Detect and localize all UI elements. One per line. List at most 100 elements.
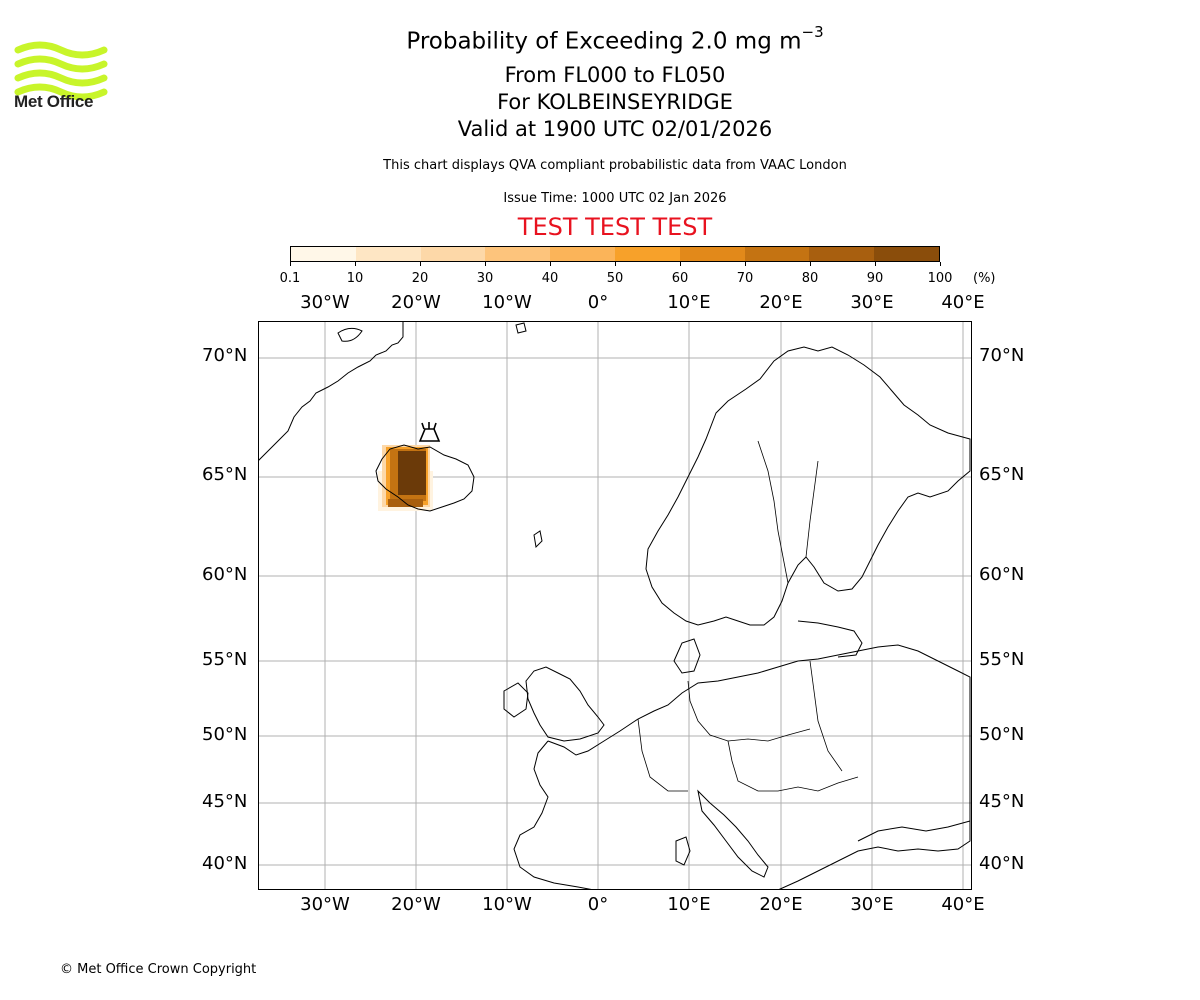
colorbar-tick-label: 40 — [541, 271, 559, 286]
logo-wave-2 — [14, 55, 108, 73]
latitude-label: 70°N — [202, 345, 248, 366]
colorbar-tick-label: 50 — [606, 271, 624, 286]
volcano-icon[interactable] — [418, 422, 441, 442]
chart-title: Probability of Exceeding 2.0 mg m−3 — [0, 23, 1200, 55]
border-balkans — [727, 740, 859, 792]
colorbar-band-40 — [550, 247, 615, 261]
colorbar-tick-mark — [355, 262, 356, 266]
ash-plume[interactable] — [378, 445, 433, 511]
coast-jan-mayen — [515, 322, 527, 334]
volcano-name: For KOLBEINSEYRIDGE — [497, 90, 733, 114]
colorbar-band-20 — [420, 247, 486, 261]
longitude-label: 10°E — [667, 894, 711, 915]
colorbar-tick-mark — [615, 262, 616, 266]
copyright: © Met Office Crown Copyright — [60, 962, 257, 977]
latitude-label: 40°N — [979, 853, 1025, 874]
longitude-label: 10°W — [482, 292, 532, 313]
longitude-label: 40°E — [941, 894, 985, 915]
colorbar-band-60 — [679, 247, 745, 261]
logo-wave-4 — [14, 83, 108, 101]
colorbar-tick-label: 100 — [927, 271, 953, 286]
longitude-label: 0° — [587, 292, 609, 313]
longitude-label: 30°W — [300, 292, 350, 313]
coast-great-britain — [525, 666, 605, 742]
colorbar-band-50 — [614, 247, 680, 261]
map[interactable] — [258, 321, 972, 890]
valid-time: Valid at 1900 UTC 02/01/2026 — [457, 117, 773, 141]
coast-ireland — [503, 682, 529, 718]
border-norway-sweden — [757, 440, 789, 584]
colorbar-band-70 — [744, 247, 810, 261]
latitude-label: 70°N — [979, 345, 1025, 366]
logo-wave-1 — [14, 41, 108, 59]
coast-iceland — [375, 444, 475, 512]
colorbar-band-10 — [355, 247, 421, 261]
longitude-label: 10°E — [667, 292, 711, 313]
logo-wave-3 — [14, 69, 108, 87]
logo-waves — [14, 41, 108, 101]
coast-faroe — [533, 530, 543, 549]
chart-title-text: Probability of Exceeding 2.0 mg m — [406, 28, 802, 55]
coast-black-sea — [857, 820, 971, 842]
disclaimer: This chart displays QVA compliant probab… — [383, 158, 847, 173]
colorbar-tick-mark — [420, 262, 421, 266]
border-sweden-finland — [805, 460, 819, 558]
colorbar-band-0.1 — [291, 247, 356, 261]
longitude-label: 10°W — [482, 894, 532, 915]
latitude-label: 60°N — [979, 564, 1025, 585]
colorbar — [290, 246, 940, 262]
colorbar-tick-mark — [485, 262, 486, 266]
latitude-label: 50°N — [202, 724, 248, 745]
coast-baltic — [797, 620, 863, 658]
map-border — [258, 321, 972, 890]
logo-text: Met Office — [14, 92, 94, 111]
colorbar-unit: (%) — [973, 271, 996, 286]
colorbar-tick-mark — [550, 262, 551, 266]
colorbar-tick-label: 0.1 — [279, 271, 301, 286]
colorbar-tick-mark — [680, 262, 681, 266]
colorbar-tick-label: 20 — [411, 271, 429, 286]
longitude-label: 40°E — [941, 292, 985, 313]
longitude-label: 30°W — [300, 894, 350, 915]
latitude-label: 55°N — [979, 649, 1025, 670]
map-background — [258, 321, 972, 890]
longitude-label: 30°E — [850, 292, 894, 313]
colorbar-tick-label: 90 — [866, 271, 884, 286]
coast-italy — [697, 789, 769, 878]
met-office-logo — [14, 41, 108, 101]
latitude-label: 55°N — [202, 649, 248, 670]
chart-title-superscript: −3 — [801, 23, 824, 41]
graticule — [258, 321, 972, 890]
latitude-label: 65°N — [202, 464, 248, 485]
latitude-label: 60°N — [202, 564, 248, 585]
issue-time: Issue Time: 1000 UTC 02 Jan 2026 — [503, 191, 727, 206]
colorbar-band-30 — [485, 247, 551, 261]
coast-continental-europe — [513, 644, 971, 890]
latitude-label: 50°N — [979, 724, 1025, 745]
border-france-germany — [637, 718, 688, 792]
colorbar-tick-label: 30 — [476, 271, 494, 286]
latitude-label: 40°N — [202, 853, 248, 874]
coast-greenland — [258, 321, 404, 462]
longitude-label: 0° — [587, 894, 609, 915]
latitude-label: 45°N — [979, 791, 1025, 812]
longitude-label: 20°W — [391, 292, 441, 313]
coast-denmark — [673, 638, 701, 674]
colorbar-tick-label: 80 — [801, 271, 819, 286]
colorbar-tick-mark — [875, 262, 876, 266]
colorbar-band-80 — [809, 247, 875, 261]
latitude-label: 65°N — [979, 464, 1025, 485]
volcano-smoke — [421, 422, 437, 430]
country-borders — [637, 440, 859, 792]
colorbar-tick-mark — [745, 262, 746, 266]
colorbar-tick-mark — [810, 262, 811, 266]
coast-scandinavia — [645, 346, 971, 626]
plume-cell-100 — [398, 451, 426, 495]
colorbar-tick-mark — [940, 262, 941, 266]
border-poland-ukraine — [809, 660, 843, 772]
longitude-label: 30°E — [850, 894, 894, 915]
coast-greenland-island — [337, 327, 363, 342]
colorbar-tick-label: 60 — [671, 271, 689, 286]
longitude-label: 20°E — [759, 292, 803, 313]
longitude-label: 20°W — [391, 894, 441, 915]
